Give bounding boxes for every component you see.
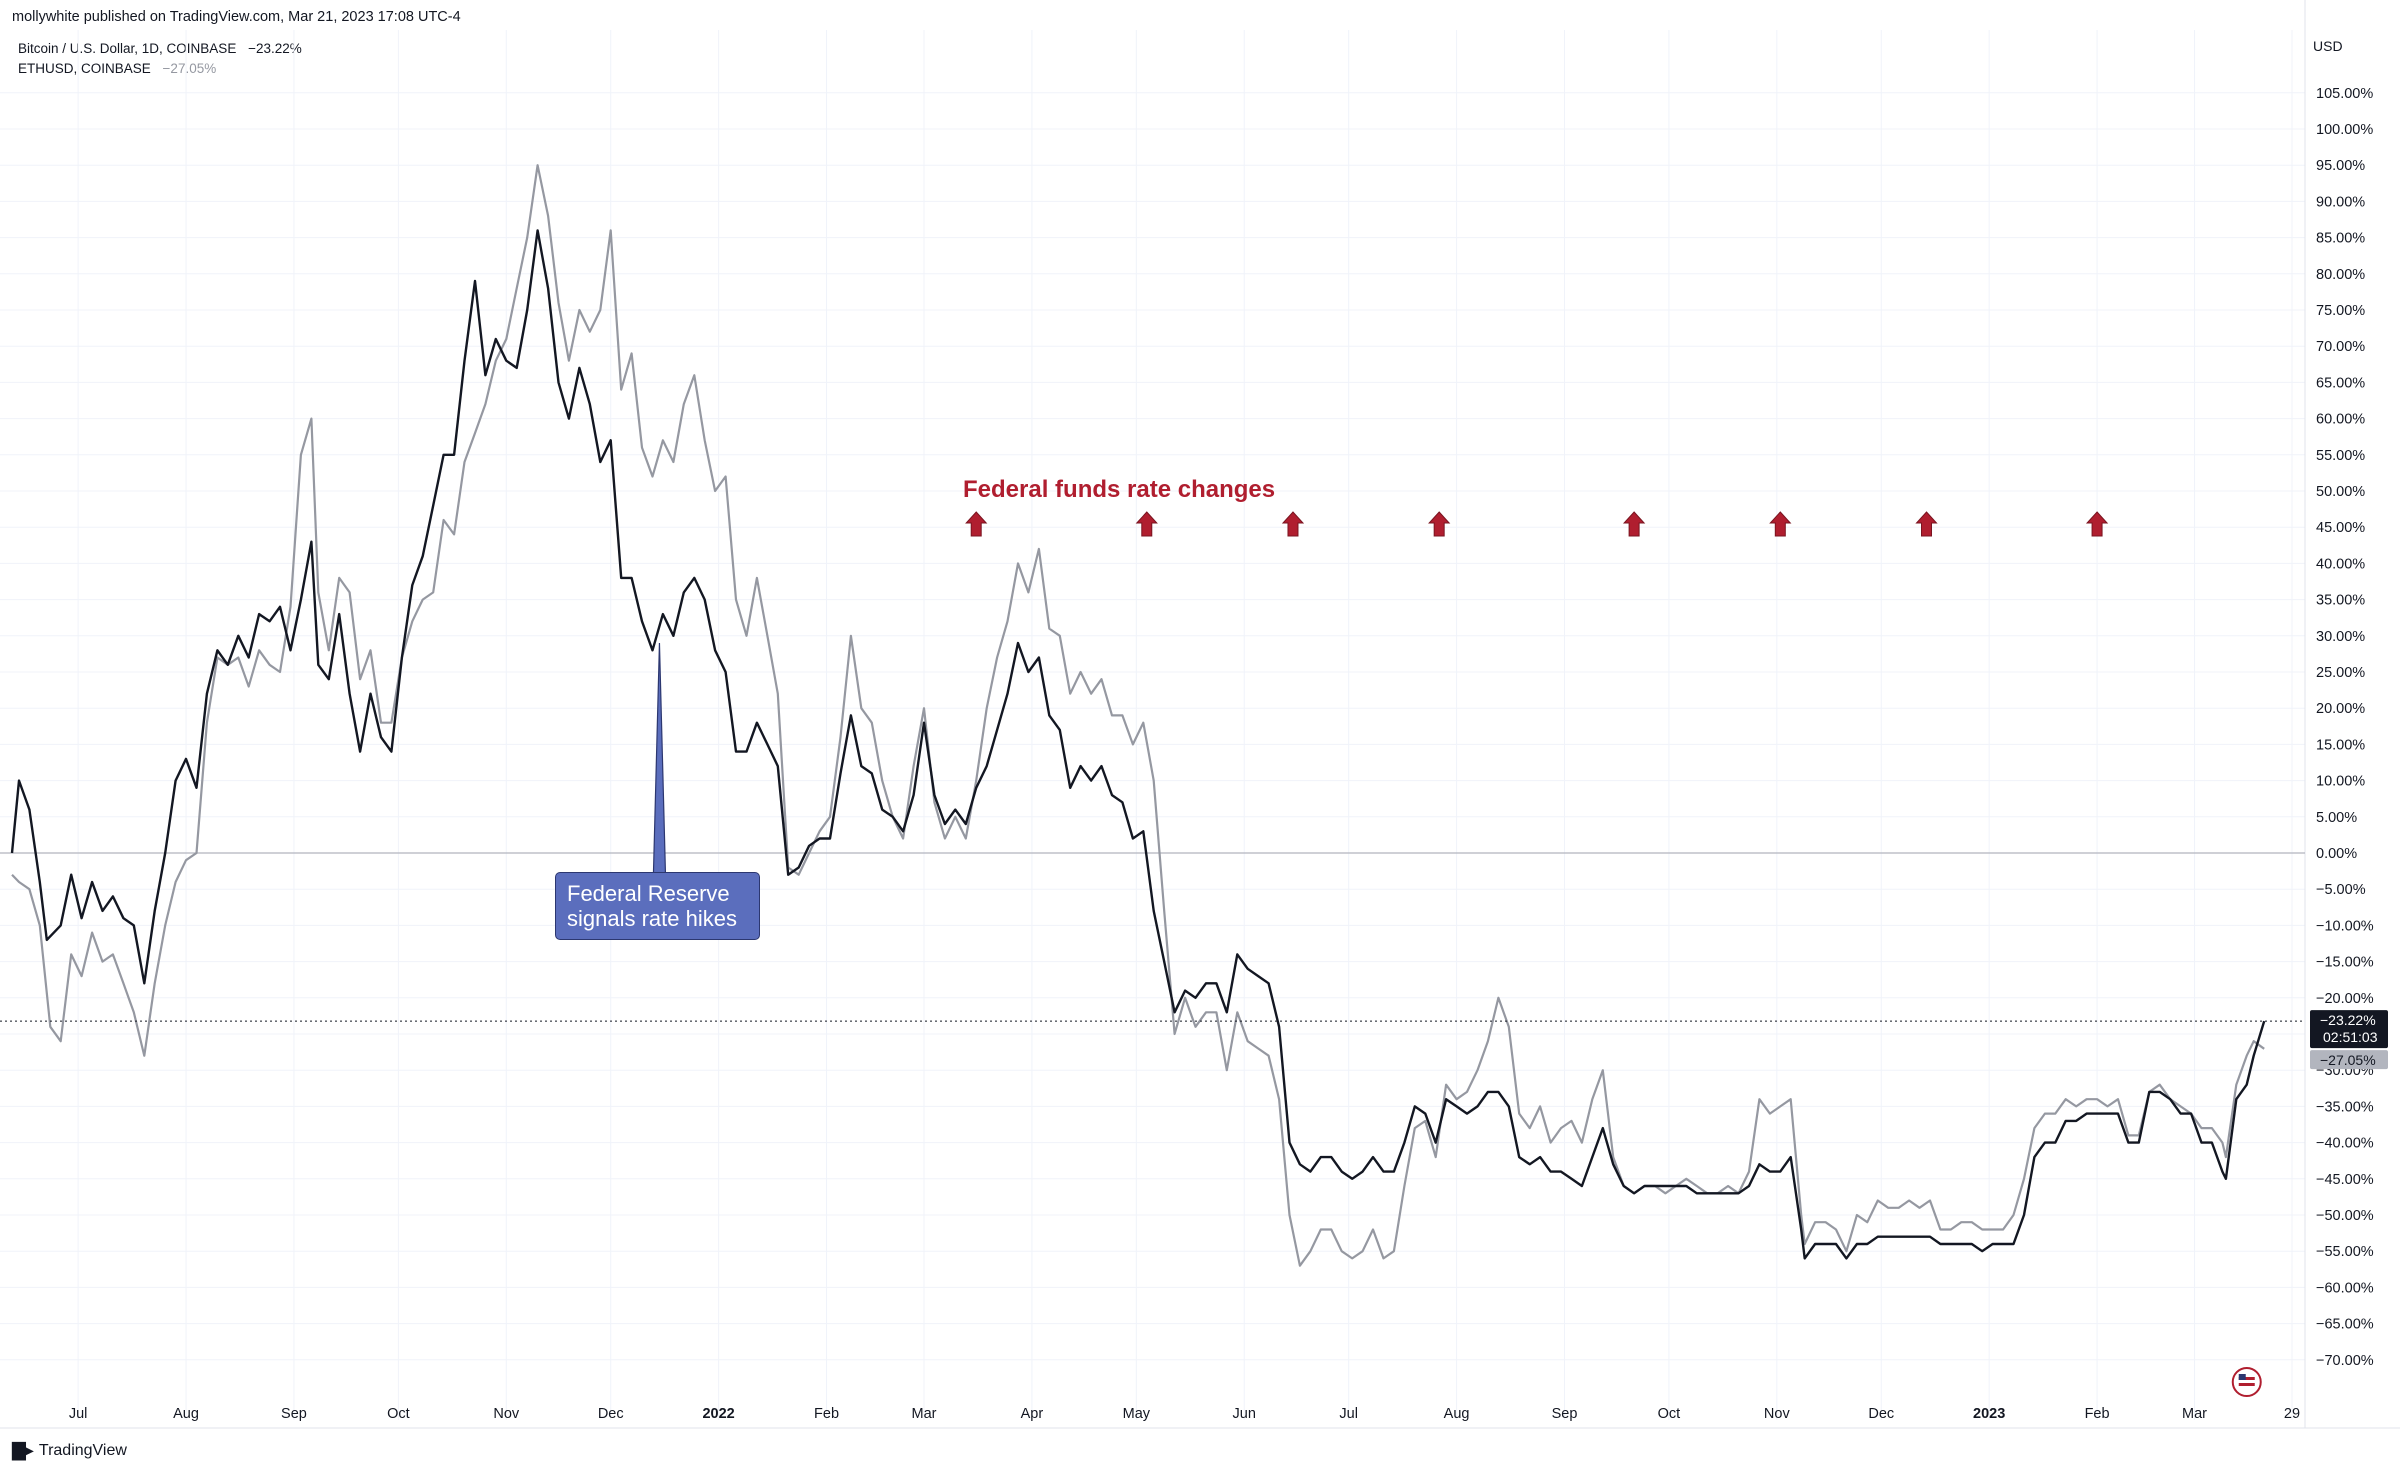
- grid: [0, 0, 2400, 1429]
- brand-name: TradingView: [38, 1441, 127, 1459]
- y-tick-label: 25.00%: [2316, 665, 2365, 681]
- legend-btc-change: −23.22%: [248, 41, 302, 56]
- x-tick-label: Sep: [281, 1406, 307, 1422]
- tradingview-logo-icon: ▇▸: [12, 1440, 34, 1460]
- series-lines: [10, 164, 2266, 1267]
- rate-hike-arrow-icon: [1622, 511, 1646, 537]
- x-tick-label: Feb: [814, 1406, 839, 1422]
- y-tick-label: −20.00%: [2316, 991, 2374, 1007]
- rate-hike-arrow-icon: [1915, 511, 1938, 537]
- btc-countdown: 02:51:03: [2323, 1029, 2378, 1045]
- y-tick-label: 75.00%: [2316, 303, 2365, 319]
- legend-eth-change: −27.05%: [162, 61, 217, 76]
- eth-price-tag: [2310, 1050, 2388, 1070]
- x-tick-label: Mar: [912, 1406, 937, 1422]
- y-tick-label: 85.00%: [2316, 231, 2365, 247]
- x-tick-label: Jul: [1339, 1406, 1358, 1422]
- y-tick-label: 105.00%: [2316, 86, 2373, 102]
- y-tick-label: 45.00%: [2316, 520, 2365, 536]
- y-tick-label: 90.00%: [2316, 194, 2365, 210]
- btc-series-line: [10, 229, 2266, 1260]
- eth-series-line: [11, 164, 2265, 1267]
- x-tick-label: 2022: [702, 1406, 734, 1422]
- us-flag-icon: [2231, 1367, 2262, 1397]
- x-tick-label: Mar: [2182, 1406, 2207, 1422]
- x-tick-label: Aug: [1444, 1406, 1470, 1422]
- y-tick-label: −55.00%: [2316, 1244, 2374, 1260]
- y-tick-label: 55.00%: [2316, 448, 2365, 464]
- rate-changes-title: Federal funds rate changes: [963, 476, 1276, 503]
- legend-btc-label: Bitcoin / U.S. Dollar, 1D, COINBASE: [18, 41, 237, 56]
- y-tick-label: −5.00%: [2316, 882, 2366, 898]
- legend-eth[interactable]: ETHUSD, COINBASE −27.05%: [18, 61, 216, 76]
- legend-btc[interactable]: Bitcoin / U.S. Dollar, 1D, COINBASE −23.…: [18, 41, 302, 56]
- y-tick-label: −15.00%: [2316, 955, 2374, 971]
- y-tick-label: −35.00%: [2316, 1099, 2374, 1115]
- x-tick-label: Dec: [1868, 1406, 1894, 1422]
- callout-line-1: Federal Reserve: [567, 881, 730, 906]
- x-tick-label: Jun: [1233, 1406, 1256, 1422]
- y-tick-label: 20.00%: [2316, 701, 2365, 717]
- rate-hike-arrow-icon: [1428, 511, 1451, 537]
- y-tick-label: −60.00%: [2316, 1280, 2374, 1296]
- y-tick-label: 30.00%: [2316, 629, 2365, 645]
- x-tick-label: Sep: [1552, 1406, 1578, 1422]
- x-tick-label: Aug: [173, 1406, 199, 1422]
- y-tick-label: −65.00%: [2316, 1317, 2374, 1333]
- x-tick-label: Dec: [598, 1406, 624, 1422]
- y-tick-label: 0.00%: [2316, 846, 2357, 862]
- us-flag-stripe: [2238, 1383, 2255, 1386]
- y-tick-label: 70.00%: [2316, 339, 2365, 355]
- x-tick-label: 2023: [1973, 1406, 2005, 1422]
- y-tick-label: −10.00%: [2316, 918, 2374, 934]
- eth-price-tag-value: −27.05%: [2320, 1052, 2376, 1068]
- x-tick-label: Nov: [493, 1406, 520, 1422]
- legend-eth-label: ETHUSD, COINBASE: [18, 61, 151, 76]
- y-tick-label: 60.00%: [2316, 412, 2365, 428]
- overlays: −23.22%02:51:03 −27.05%: [0, 511, 2388, 1397]
- y-tick-label: 80.00%: [2316, 267, 2365, 283]
- btc-price-tag-value: −23.22%: [2320, 1012, 2376, 1028]
- x-tick-label: Apr: [1021, 1406, 1044, 1422]
- y-tick-label: 50.00%: [2316, 484, 2365, 500]
- y-tick-label: 40.00%: [2316, 556, 2365, 572]
- us-flag-stripe: [2238, 1377, 2255, 1380]
- x-tick-label: Jul: [69, 1406, 88, 1422]
- x-tick-label: Nov: [1764, 1406, 1791, 1422]
- fed-callout[interactable]: Federal Reserve signals rate hikes: [555, 872, 760, 940]
- y-tick-label: 5.00%: [2316, 810, 2357, 826]
- publisher-line: mollywhite published on TradingView.com,…: [12, 9, 461, 25]
- y-tick-label: −45.00%: [2316, 1172, 2374, 1188]
- btc-price-tag: [2310, 1010, 2388, 1049]
- rate-hike-arrow-icon: [2085, 511, 2109, 537]
- x-tick-label: Oct: [387, 1406, 410, 1422]
- y-tick-label: 10.00%: [2316, 774, 2365, 790]
- rate-hike-arrow-icon: [1135, 511, 1158, 537]
- currency-label: USD: [2313, 38, 2343, 54]
- rate-hike-arrow-icon: [965, 511, 988, 537]
- rate-hike-arrow-icon: [1281, 511, 1305, 537]
- x-tick-label: May: [1123, 1406, 1151, 1422]
- y-tick-label: 100.00%: [2316, 122, 2373, 138]
- y-tick-label: 35.00%: [2316, 593, 2365, 609]
- x-tick-label: 29: [2284, 1406, 2300, 1422]
- y-tick-label: 95.00%: [2316, 158, 2365, 174]
- y-tick-label: −50.00%: [2316, 1208, 2374, 1224]
- y-tick-label: 65.00%: [2316, 375, 2365, 391]
- y-tick-label: 15.00%: [2316, 737, 2365, 753]
- callout-line-2: signals rate hikes: [567, 906, 737, 931]
- rate-hike-arrow-icon: [1769, 511, 1792, 537]
- axis-ticks: 105.00% 100.00% 95.00% 90.00% 85.00% 80.00% 75…: [69, 86, 2374, 1422]
- y-tick-label: −40.00%: [2316, 1136, 2374, 1152]
- tradingview-brand[interactable]: ▇▸ TradingView: [12, 1440, 127, 1461]
- x-tick-label: Feb: [2085, 1406, 2110, 1422]
- y-tick-label: −70.00%: [2316, 1353, 2374, 1369]
- callout-pointer: [652, 643, 667, 874]
- x-tick-label: Oct: [1658, 1406, 1681, 1422]
- us-flag-canton: [2238, 1374, 2246, 1380]
